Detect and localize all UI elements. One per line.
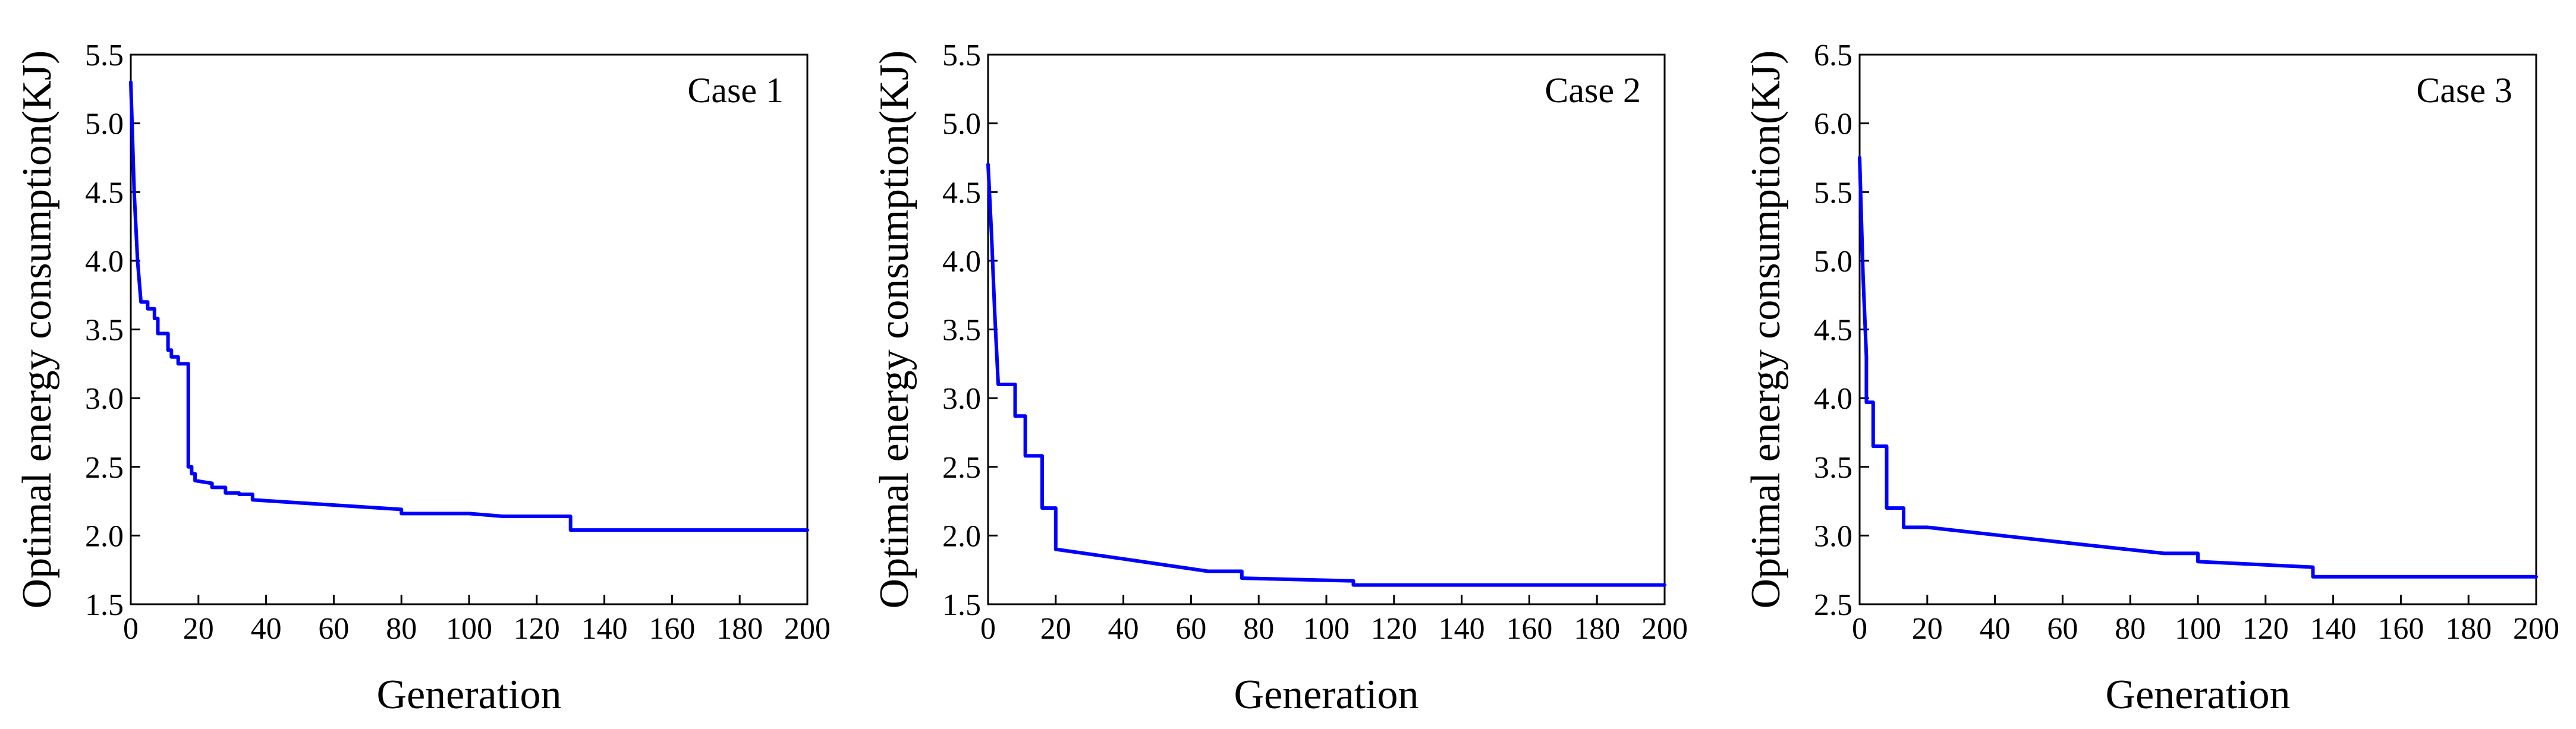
y-tick-label: 3.0 [942, 382, 981, 416]
x-tick-label: 160 [649, 612, 695, 646]
chart-panel-1: 0 20 40 60 80 100 120 140 160 180 200 1.5 2.0 2.5 3.0 3… [14, 39, 831, 718]
x-tick-label: 100 [2175, 612, 2221, 646]
x-tick-label: 140 [581, 612, 628, 646]
x-tick-label: 60 [1175, 612, 1206, 646]
x-tick-label: 160 [1506, 612, 1552, 646]
x-tick-label: 20 [183, 612, 214, 646]
x-axis-title: Generation [1234, 672, 1419, 718]
chart-panel-3: 0 20 40 60 80 100 120 140 160 180 200 2.5 3.0 3.5 4.0 4… [1743, 39, 2559, 718]
x-tick-label: 120 [2242, 612, 2289, 646]
x-tick-label: 80 [386, 612, 417, 646]
x-tick-label: 100 [446, 612, 492, 646]
x-tick-label: 0 [123, 612, 139, 646]
series-line-1 [986, 163, 1666, 587]
case-label: Case 2 [1545, 71, 1641, 110]
plot-frame [987, 53, 1666, 605]
x-axis-title: Generation [2106, 672, 2291, 718]
x-tick-label: 120 [514, 612, 560, 646]
y-tick-label: 6.5 [1814, 39, 1852, 72]
x-tick-label: 40 [1108, 612, 1139, 646]
plot-frame [130, 53, 809, 605]
y-tick-label: 5.5 [942, 39, 981, 72]
x-tick-label: 20 [1912, 612, 1943, 646]
x-tick-label: 60 [2047, 612, 2078, 646]
x-tick-label: 140 [2310, 612, 2357, 646]
x-tick-label: 0 [980, 612, 996, 646]
x-tick-label: 180 [2445, 612, 2492, 646]
x-tick-label: 20 [1040, 612, 1071, 646]
y-tick-label: 2.0 [85, 519, 124, 553]
y-axis-title: Optimal energy consumption(KJ) [14, 51, 60, 609]
y-tick-label: 4.0 [942, 245, 981, 279]
series-line-1 [1858, 156, 2538, 579]
y-tick-label: 3.5 [85, 314, 124, 348]
x-tick-label: 60 [318, 612, 349, 646]
x-tick-label: 100 [1303, 612, 1350, 646]
y-tick-label: 5.0 [1814, 245, 1852, 279]
x-axis-title: Generation [377, 672, 562, 718]
y-tick-label: 2.5 [85, 451, 124, 485]
x-tick-label: 180 [716, 612, 763, 646]
x-tick-label: 40 [1980, 612, 2011, 646]
y-tick-label: 4.0 [1814, 382, 1852, 416]
y-tick-label: 3.5 [1814, 451, 1852, 485]
plot-frame [1858, 53, 2537, 605]
case-label: Case 1 [687, 71, 784, 110]
y-tick-label: 4.5 [85, 176, 124, 210]
y-tick-label: 5.5 [1814, 176, 1852, 210]
x-tick-label: 200 [1641, 612, 1688, 646]
y-tick-label: 1.5 [85, 588, 124, 622]
x-tick-label: 200 [2513, 612, 2559, 646]
y-tick-label: 3.0 [85, 382, 124, 416]
y-tick-label: 3.0 [1814, 519, 1852, 553]
series-line-1 [129, 80, 809, 532]
y-axis-title: Optimal energy consumption(KJ) [872, 51, 917, 609]
y-tick-label: 4.5 [1814, 314, 1852, 348]
x-tick-label: 180 [1574, 612, 1620, 646]
y-tick-label: 5.0 [942, 108, 981, 141]
x-tick-label: 40 [251, 612, 282, 646]
x-tick-label: 160 [2377, 612, 2424, 646]
case-label: Case 3 [2416, 71, 2512, 110]
y-tick-label: 5.5 [85, 39, 124, 72]
y-tick-label: 3.5 [942, 314, 981, 348]
x-tick-label: 140 [1439, 612, 1485, 646]
y-tick-label: 4.5 [942, 176, 981, 210]
x-tick-label: 0 [1852, 612, 1867, 646]
x-tick-label: 80 [1243, 612, 1274, 646]
chart-panel-2: 0 20 40 60 80 100 120 140 160 180 200 1.5 2.0 2.5 3.0 3… [872, 39, 1688, 718]
x-tick-label: 80 [2115, 612, 2146, 646]
y-tick-label: 2.5 [1814, 588, 1852, 622]
y-tick-label: 4.0 [85, 245, 124, 279]
y-tick-label: 2.5 [942, 451, 981, 485]
x-tick-label: 200 [784, 612, 831, 646]
y-tick-label: 1.5 [942, 588, 981, 622]
y-axis-title: Optimal energy consumption(KJ) [1743, 51, 1789, 609]
y-tick-label: 2.0 [942, 519, 981, 553]
y-tick-label: 5.0 [85, 108, 124, 141]
x-tick-label: 120 [1371, 612, 1417, 646]
y-tick-label: 6.0 [1814, 108, 1852, 141]
